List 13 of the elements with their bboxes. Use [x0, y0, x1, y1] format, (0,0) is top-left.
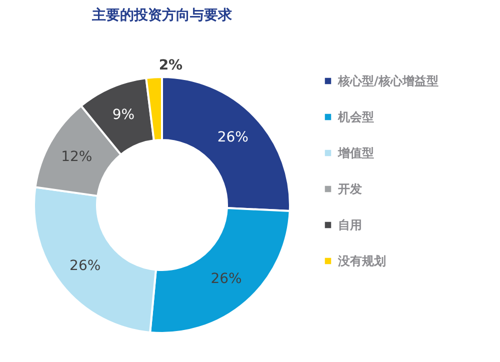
legend-label: 开发	[337, 182, 362, 196]
data-label: 26%	[217, 129, 248, 146]
legend-label: 增值型	[337, 146, 374, 160]
data-label: 2%	[158, 57, 183, 74]
legend-label: 没有规划	[337, 254, 386, 268]
data-label: 12%	[61, 148, 92, 165]
data-label: 26%	[70, 258, 101, 274]
data-label: 9%	[112, 106, 135, 123]
legend-label: 机会型	[337, 110, 374, 124]
chart-title: 主要的投资方向与要求	[91, 6, 233, 24]
legend-label: 核心型/核心增益型	[337, 74, 438, 88]
legend-label: 自用	[338, 218, 362, 232]
data-label: 26%	[210, 270, 242, 287]
